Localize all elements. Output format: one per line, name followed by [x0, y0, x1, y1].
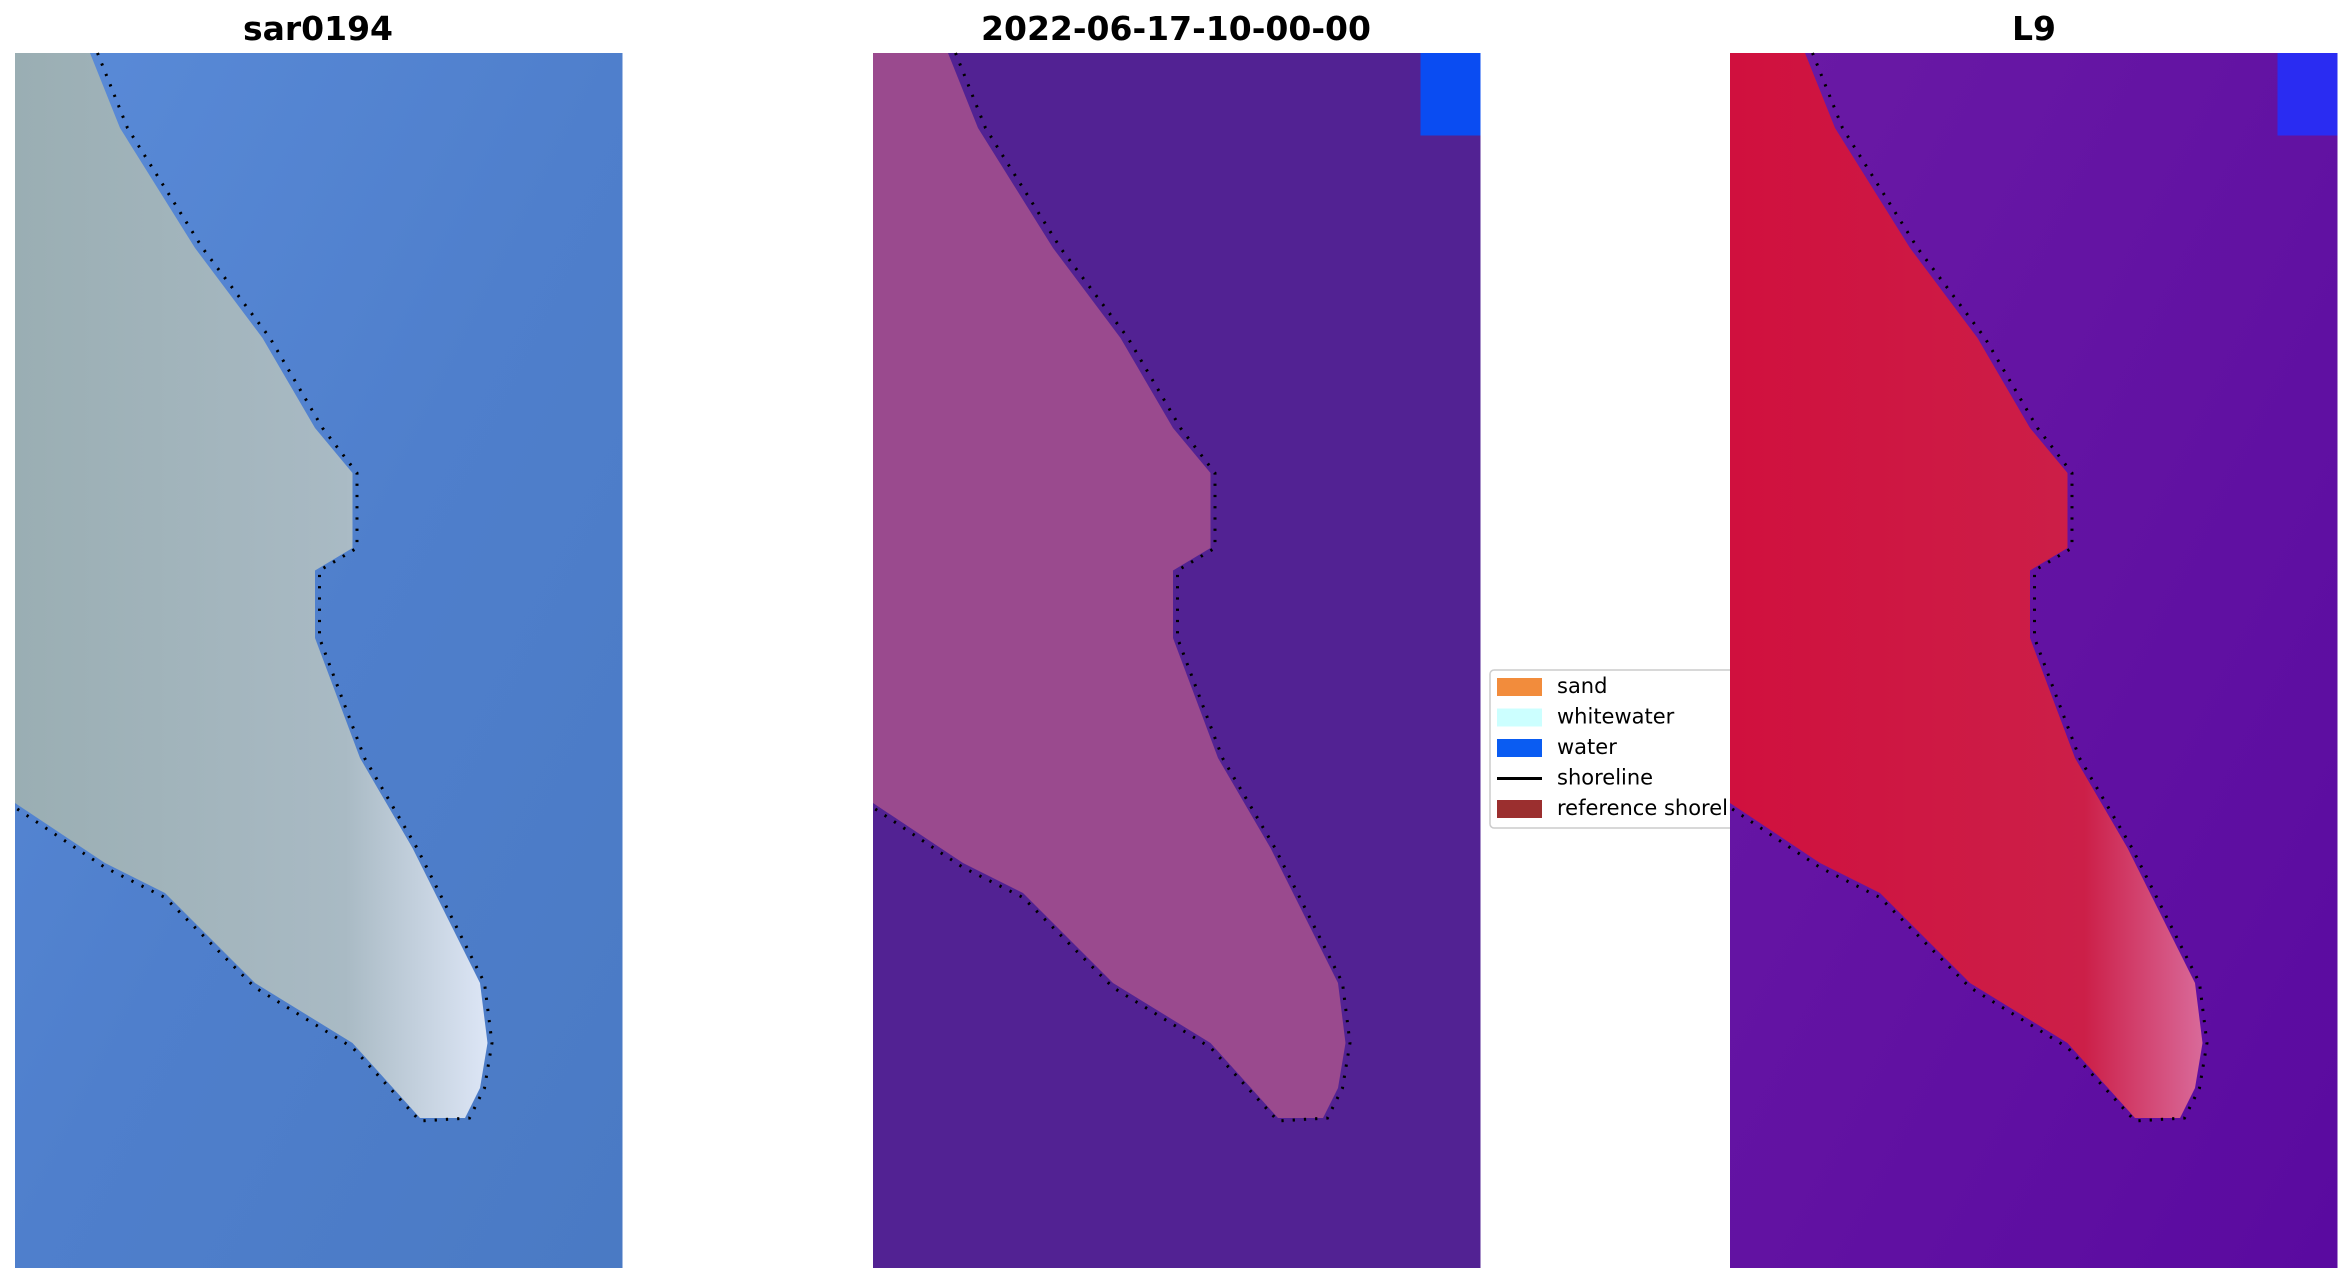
legend-items: sand whitewater water shoreline reference sh…	[1497, 674, 1760, 820]
legend-patch	[1497, 739, 1542, 757]
panel-image	[871, 51, 1481, 1268]
legend-patch	[1497, 678, 1542, 696]
legend-label: sand	[1557, 674, 1607, 698]
legend-label: shoreline	[1557, 766, 1653, 790]
panel-title: L9	[2012, 9, 2056, 48]
legend: sand whitewater water shoreline reference sh…	[1489, 669, 1760, 829]
panel-title: sar0194	[243, 9, 393, 48]
legend-label: reference shoreline	[1557, 796, 1760, 820]
legend-label: whitewater	[1557, 705, 1675, 729]
panel-image	[1728, 51, 2338, 1268]
panel-title: 2022-06-17-10-00-00	[981, 9, 1371, 48]
legend-patch	[1497, 800, 1542, 818]
panel-image	[13, 51, 623, 1268]
legend-patch	[1497, 708, 1542, 727]
legend-label: water	[1557, 735, 1617, 759]
